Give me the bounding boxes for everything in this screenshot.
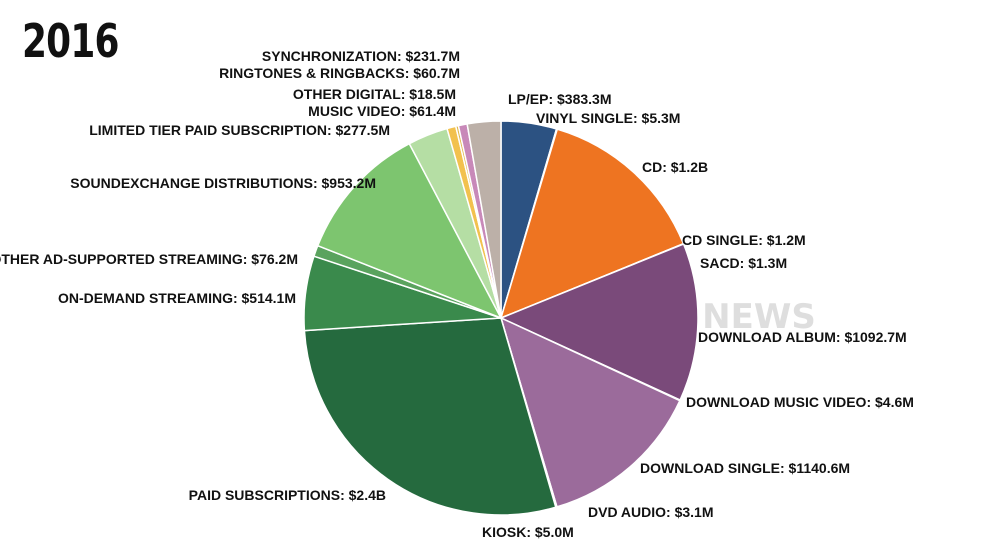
slice-label: SACD: $1.3M <box>700 255 787 271</box>
pie-slice-download-single <box>500 317 681 508</box>
slice-label: MUSIC VIDEO: $61.4M <box>308 103 456 119</box>
pie-slice-synchronization <box>466 120 502 319</box>
slice-label: RINGTONES & RINGBACKS: $60.7M <box>219 65 460 81</box>
slice-label: ON-DEMAND STREAMING: $514.1M <box>58 290 296 306</box>
slice-label: LIMITED TIER PAID SUBSCRIPTION: $277.5M <box>89 122 390 138</box>
slice-label: DVD AUDIO: $3.1M <box>588 504 714 520</box>
slice-label: OTHER DIGITAL: $18.5M <box>293 86 456 102</box>
pie-slice-cd <box>500 128 685 319</box>
chart-title: 2016 <box>22 14 120 68</box>
slice-label: KIOSK: $5.0M <box>482 524 574 540</box>
slice-label: CD: $1.2B <box>642 159 708 175</box>
slice-label: CD SINGLE: $1.2M <box>682 232 806 248</box>
pie-slice-paid-subscriptions <box>303 317 557 516</box>
slice-label: LP/EP: $383.3M <box>508 91 612 107</box>
slice-label: DOWNLOAD ALBUM: $1092.7M <box>698 329 907 345</box>
slice-label: PAID SUBSCRIPTIONS: $2.4B <box>189 487 386 503</box>
slice-label: DOWNLOAD MUSIC VIDEO: $4.6M <box>686 394 914 410</box>
slice-label: SYNCHRONIZATION: $231.7M <box>262 48 460 64</box>
pie-slice-download-album <box>500 243 699 401</box>
slice-label: VINYL SINGLE: $5.3M <box>536 110 680 126</box>
slice-label: SOUNDEXCHANGE DISTRIBUTIONS: $953.2M <box>70 175 376 191</box>
slice-label: DOWNLOAD SINGLE: $1140.6M <box>640 460 850 476</box>
pie-slice-soundexchange-distributions <box>317 142 502 319</box>
slice-label: OTHER AD-SUPPORTED STREAMING: $76.2M <box>0 251 298 267</box>
